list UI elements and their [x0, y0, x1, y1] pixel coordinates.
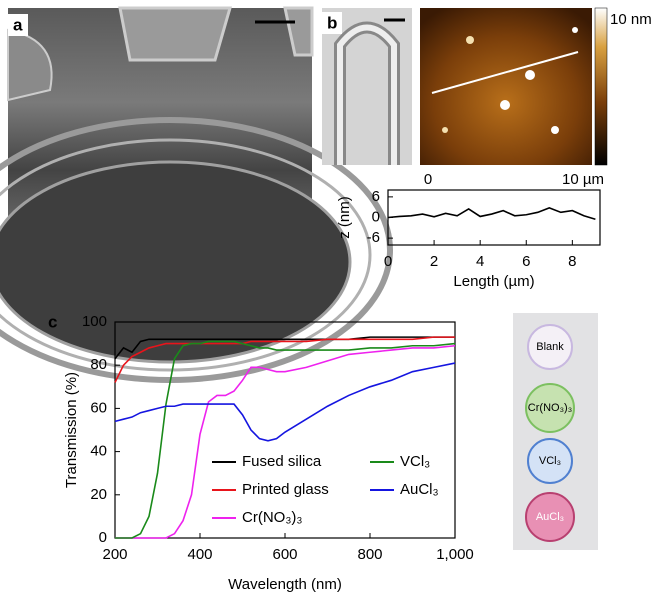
vial-label: AuCl₃ — [536, 511, 564, 523]
page: a b 10 nm 0 10 µm c Blank Cr(NO₃)₃ VCl₃ … — [0, 0, 662, 596]
legend-label: Fused silica — [242, 453, 322, 470]
image-axis-label: 10 µm — [562, 171, 604, 188]
y-tick-label: 40 — [90, 443, 107, 460]
x-tick-label: 6 — [522, 253, 530, 270]
x-tick-label: 1,000 — [436, 546, 474, 563]
y-tick-label: 0 — [99, 529, 107, 546]
legend-label: AuCl₃ — [400, 481, 439, 498]
x-tick-label: 0 — [384, 253, 392, 270]
x-axis-label: Length (µm) — [453, 273, 534, 290]
panel-label: c — [48, 312, 57, 331]
legend-label: VCl₃ — [400, 453, 430, 470]
afm-image: 10 nm 0 10 µm — [420, 8, 652, 188]
panel-label: b — [327, 13, 337, 32]
y-tick-label: 6 — [372, 188, 380, 205]
y-tick-label: -6 — [367, 229, 380, 246]
x-tick-label: 400 — [187, 546, 212, 563]
vial-label: VCl₃ — [539, 455, 561, 467]
y-axis-label: z (nm) — [336, 196, 353, 239]
x-tick-label: 800 — [357, 546, 382, 563]
plot-frame — [388, 190, 600, 245]
vial-label: Cr(NO₃)₃ — [528, 402, 572, 414]
x-tick-label: 4 — [476, 253, 484, 270]
x-tick-label: 8 — [568, 253, 576, 270]
y-tick-label: 20 — [90, 486, 107, 503]
x-tick-label: 200 — [102, 546, 127, 563]
colorbar-label: 10 nm — [610, 11, 652, 28]
sem-image-b: b — [322, 8, 412, 165]
panel-label: a — [13, 15, 23, 34]
legend-label: Cr(NO₃)₃ — [242, 509, 303, 526]
x-axis-label: Wavelength (nm) — [228, 576, 342, 593]
data-line — [388, 208, 595, 219]
y-axis-label: Transmission (%) — [63, 372, 80, 488]
y-tick-label: 0 — [372, 208, 380, 225]
vial-photo: Blank Cr(NO₃)₃ VCl₃ AuCl₃ — [513, 313, 598, 550]
y-tick-label: 80 — [90, 356, 107, 373]
x-tick-label: 2 — [430, 253, 438, 270]
x-tick-label: 600 — [272, 546, 297, 563]
figure: a b 10 nm 0 10 µm c Blank Cr(NO₃)₃ VCl₃ … — [0, 0, 662, 596]
y-tick-label: 60 — [90, 399, 107, 416]
image-axis-label: 0 — [424, 171, 432, 188]
vial-label: Blank — [536, 341, 564, 353]
y-tick-label: 100 — [82, 313, 107, 330]
legend-label: Printed glass — [242, 481, 329, 498]
